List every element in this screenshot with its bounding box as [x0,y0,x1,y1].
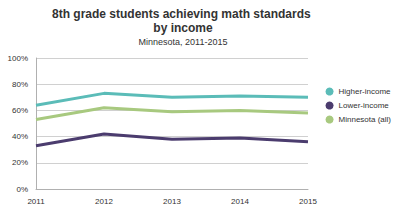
svg-text:2012: 2012 [95,197,113,206]
svg-text:Higher-income: Higher-income [339,87,392,96]
svg-text:Minnesota, 2011-2015: Minnesota, 2011-2015 [139,37,228,47]
svg-text:100%: 100% [8,54,28,63]
svg-text:8th grade students achieving m: 8th grade students achieving math standa… [52,7,314,21]
svg-text:2011: 2011 [27,197,45,206]
svg-text:by income: by income [153,21,213,35]
svg-text:20%: 20% [12,158,28,167]
svg-text:Minnesota (all): Minnesota (all) [339,115,392,124]
svg-text:60%: 60% [12,106,28,115]
svg-text:40%: 40% [12,132,28,141]
svg-text:2015: 2015 [299,197,317,206]
svg-text:80%: 80% [12,80,28,89]
svg-text:2013: 2013 [163,197,181,206]
svg-text:2014: 2014 [231,197,249,206]
svg-text:0%: 0% [16,185,28,194]
svg-text:Lower-income: Lower-income [339,101,390,110]
